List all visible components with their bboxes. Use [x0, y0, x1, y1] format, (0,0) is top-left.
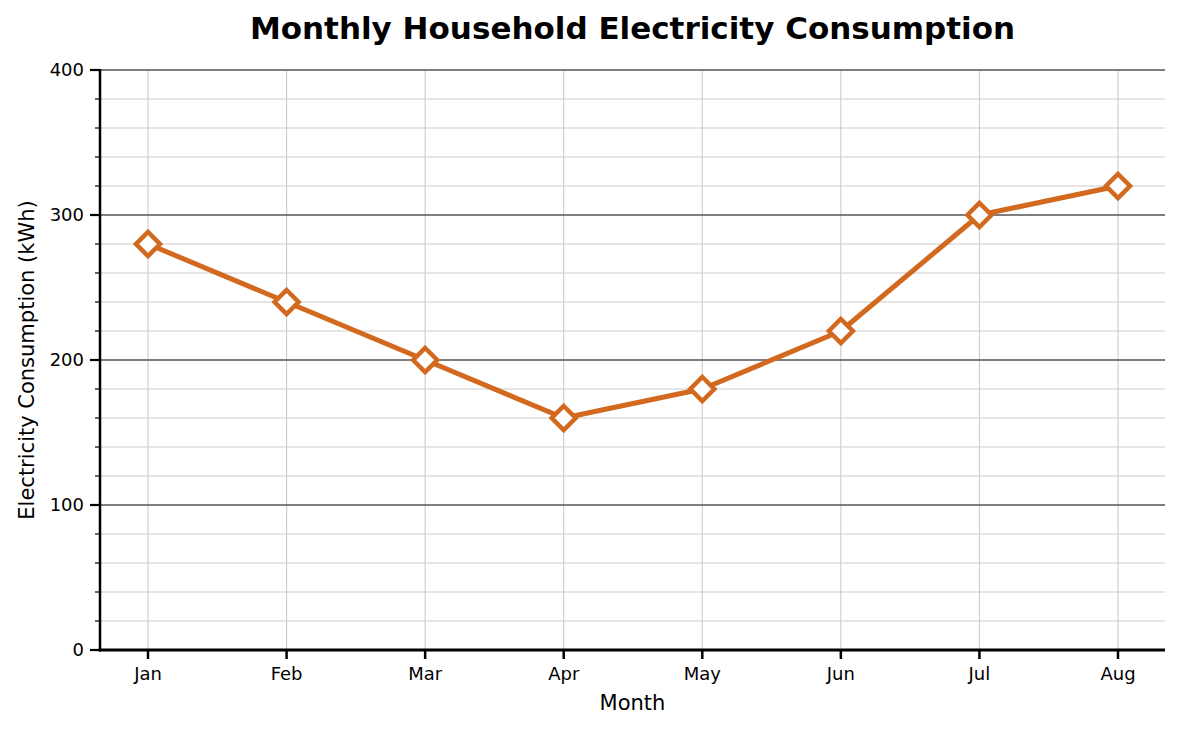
data-point-marker	[690, 377, 714, 401]
data-point-marker	[1106, 174, 1130, 198]
x-tick-label: Jun	[826, 663, 855, 684]
y-tick-label: 300	[50, 204, 84, 225]
x-tick-label: Feb	[271, 663, 303, 684]
data-point-marker	[275, 290, 299, 314]
data-point-marker	[552, 406, 576, 430]
x-tick-label: Jan	[133, 663, 162, 684]
data-point-marker	[413, 348, 437, 372]
y-tick-label: 0	[73, 639, 84, 660]
x-tick-label: Jul	[968, 663, 991, 684]
x-axis-label: Month	[100, 691, 1165, 715]
y-tick-label: 400	[50, 59, 84, 80]
y-tick-label: 100	[50, 494, 84, 515]
y-tick-label: 200	[50, 349, 84, 370]
line-chart-canvas: 0 100 200 300 400 Jan Feb Mar Apr May Jun Jul Aug	[0, 0, 1182, 733]
x-tick-label: Apr	[548, 663, 580, 684]
x-tick-label: Mar	[408, 663, 443, 684]
x-tick-label: Aug	[1100, 663, 1135, 684]
data-point-marker	[136, 232, 160, 256]
x-tick-label: May	[684, 663, 722, 684]
chart-figure: Monthly Household Electricity Consumptio…	[0, 0, 1182, 733]
